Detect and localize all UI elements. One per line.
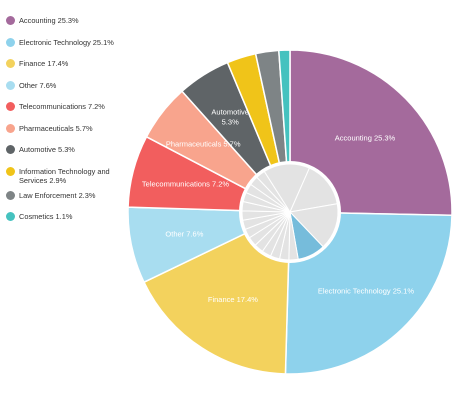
- legend-label: Other 7.6%: [19, 80, 57, 90]
- legend-item[interactable]: Law Enforcement 2.3%: [6, 188, 126, 210]
- legend-item[interactable]: Automotive 5.3%: [6, 142, 126, 164]
- legend-label: Cosmetics 1.1%: [19, 212, 73, 221]
- legend-label: Finance 17.4%: [19, 59, 69, 68]
- slice-label: Other 7.6%: [165, 229, 203, 238]
- legend-label: Law Enforcement 2.3%: [19, 190, 96, 200]
- legend-swatch: [6, 145, 15, 154]
- legend-swatch: [6, 166, 15, 176]
- slice-label: Automotive 5.3%: [211, 107, 249, 126]
- legend-item[interactable]: Other 7.6%: [6, 78, 126, 100]
- chart-legend: Accounting 25.3% Electronic Technology 25…: [6, 13, 126, 231]
- legend-label: Automotive 5.3%: [19, 145, 75, 154]
- legend-swatch: [6, 59, 15, 68]
- inner-pie-slice[interactable]: [288, 203, 339, 248]
- inner-pie-border: [239, 161, 341, 263]
- legend-item[interactable]: Accounting 25.3%: [6, 13, 126, 35]
- pie-slice[interactable]: [289, 49, 453, 217]
- legend-item[interactable]: Pharmaceuticals 5.7%: [6, 121, 126, 143]
- legend-item[interactable]: Finance 17.4%: [6, 56, 126, 78]
- legend-item[interactable]: Electronic Technology 25.1%: [6, 35, 126, 57]
- legend-label: Electronic Technology 25.1%: [19, 37, 114, 47]
- legend-label: Pharmaceuticals 5.7%: [19, 123, 93, 133]
- legend-label: Accounting 25.3%: [19, 16, 79, 25]
- legend-item[interactable]: Information Technology and Services 2.9%: [6, 164, 126, 188]
- slice-label: Electronic Technology 25.1%: [318, 287, 415, 296]
- legend-swatch: [6, 80, 15, 90]
- legend-swatch: [6, 102, 15, 111]
- inner-pie-slice[interactable]: [289, 167, 338, 213]
- slice-label: Telecommunications 7.2%: [142, 180, 229, 189]
- inner-pie-slice[interactable]: [256, 170, 291, 213]
- slice-label: Pharmaceuticals 5.7%: [166, 139, 241, 148]
- inner-pie-slice[interactable]: [263, 163, 311, 214]
- legend-item[interactable]: Cosmetics 1.1%: [6, 209, 126, 231]
- legend-swatch: [6, 16, 15, 25]
- pie-slice[interactable]: [142, 210, 291, 375]
- slice-label: Finance 17.4%: [208, 295, 258, 304]
- pie-slice[interactable]: [284, 211, 453, 375]
- slice-label: Accounting 25.3%: [335, 133, 396, 142]
- legend-label: Information Technology and Services 2.9%: [19, 166, 110, 185]
- legend-swatch: [6, 190, 15, 200]
- legend-label: Telecommunications 7.2%: [19, 102, 105, 111]
- legend-swatch: [6, 37, 15, 47]
- legend-swatch: [6, 212, 15, 221]
- legend-item[interactable]: Telecommunications 7.2%: [6, 99, 126, 121]
- legend-swatch: [6, 123, 15, 133]
